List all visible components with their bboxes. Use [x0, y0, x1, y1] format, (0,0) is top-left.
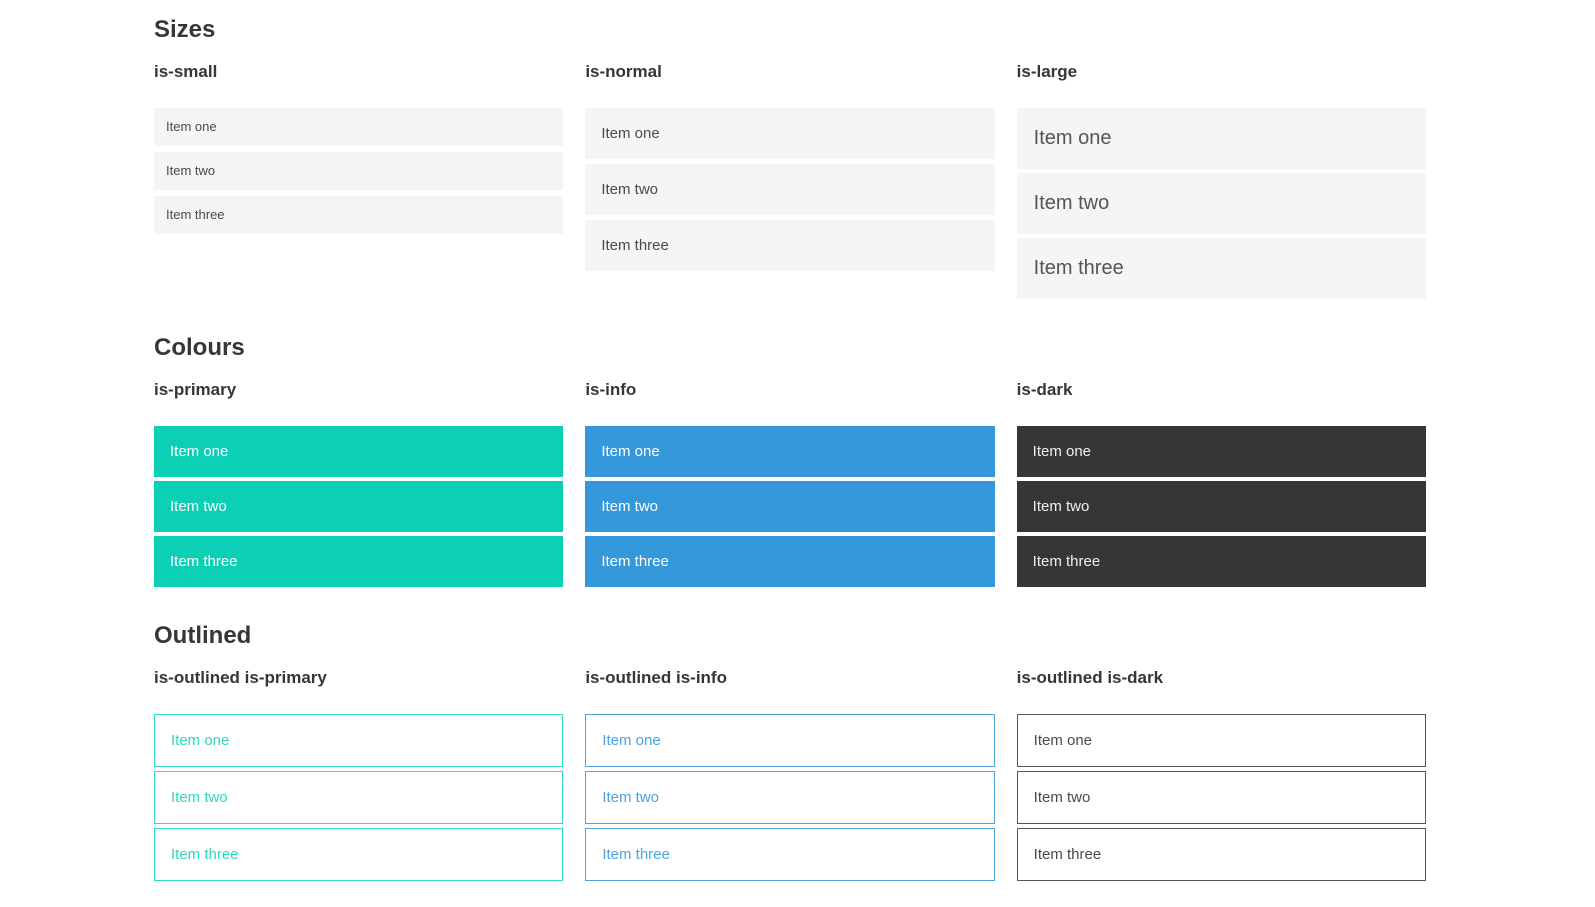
list-item[interactable]: Item one [154, 426, 564, 477]
list-item[interactable]: Item two [154, 481, 564, 532]
list-item[interactable]: Item two [154, 771, 564, 824]
list-is-normal: Item one Item two Item three [585, 108, 995, 271]
group-heading-is-outlined-is-dark: is-outlined is-dark [1016, 668, 1164, 687]
list-item[interactable]: Item one [1016, 426, 1426, 477]
section-sizes: Sizes is-small Item one Item two Item th… [154, 17, 1426, 303]
list-item[interactable]: Item three [154, 536, 564, 587]
group-heading-is-primary: is-primary [154, 380, 237, 399]
section-outlined: Outlined is-outlined is-primary Item one… [154, 623, 1426, 885]
list-item[interactable]: Item one [585, 108, 995, 159]
list-item[interactable]: Item three [585, 220, 995, 271]
list-is-large: Item one Item two Item three [1016, 108, 1426, 299]
list-item[interactable]: Item two [585, 164, 995, 215]
group-is-normal: is-normal Item one Item two Item three [585, 62, 995, 271]
list-item[interactable]: Item two [1016, 771, 1426, 824]
list-is-info: Item one Item two Item three [585, 426, 995, 587]
list-is-dark: Item one Item two Item three [1016, 426, 1426, 587]
group-heading-is-dark: is-dark [1016, 380, 1073, 399]
group-is-primary: is-primary Item one Item two Item three [154, 380, 564, 591]
section-colours: Colours is-primary Item one Item two Ite… [154, 335, 1426, 591]
list-item[interactable]: Item one [1016, 108, 1426, 169]
group-heading-is-normal: is-normal [585, 62, 662, 81]
list-item[interactable]: Item one [585, 714, 995, 767]
colours-title: Colours [154, 334, 245, 361]
group-is-outlined-is-info: is-outlined is-info Item one Item two It… [585, 668, 995, 885]
list-item[interactable]: Item two [585, 771, 995, 824]
group-is-dark: is-dark Item one Item two Item three [1016, 380, 1426, 591]
list-is-outlined-is-primary: Item one Item two Item three [154, 714, 564, 881]
list-item[interactable]: Item three [1016, 536, 1426, 587]
list-is-outlined-is-info: Item one Item two Item three [585, 714, 995, 881]
list-item[interactable]: Item three [154, 196, 564, 234]
list-item[interactable]: Item three [1016, 238, 1426, 299]
list-item[interactable]: Item three [154, 828, 564, 881]
sizes-columns: is-small Item one Item two Item three is… [154, 63, 1426, 303]
list-item[interactable]: Item one [154, 108, 564, 146]
group-heading-is-outlined-is-primary: is-outlined is-primary [154, 668, 327, 687]
list-is-outlined-is-dark: Item one Item two Item three [1016, 714, 1426, 881]
group-heading-is-outlined-is-info: is-outlined is-info [585, 668, 727, 687]
list-item[interactable]: Item one [154, 714, 564, 767]
list-item[interactable]: Item three [1016, 828, 1426, 881]
group-is-large: is-large Item one Item two Item three [1016, 62, 1426, 303]
outlined-title: Outlined [154, 622, 252, 649]
list-item[interactable]: Item two [154, 152, 564, 190]
group-heading-is-large: is-large [1016, 62, 1078, 81]
outlined-columns: is-outlined is-primary Item one Item two… [154, 669, 1426, 885]
sizes-title: Sizes [154, 16, 216, 43]
list-item[interactable]: Item two [1016, 173, 1426, 234]
list-item[interactable]: Item two [585, 481, 995, 532]
group-is-small: is-small Item one Item two Item three [154, 62, 564, 240]
list-is-small: Item one Item two Item three [154, 108, 564, 234]
list-item[interactable]: Item one [1016, 714, 1426, 767]
colours-columns: is-primary Item one Item two Item three … [154, 381, 1426, 591]
list-item[interactable]: Item one [585, 426, 995, 477]
group-is-outlined-is-primary: is-outlined is-primary Item one Item two… [154, 668, 564, 885]
list-item[interactable]: Item three [585, 828, 995, 881]
group-heading-is-info: is-info [585, 380, 637, 399]
group-is-info: is-info Item one Item two Item three [585, 380, 995, 591]
list-item[interactable]: Item two [1016, 481, 1426, 532]
group-heading-is-small: is-small [154, 62, 218, 81]
list-is-primary: Item one Item two Item three [154, 426, 564, 587]
list-item[interactable]: Item three [585, 536, 995, 587]
group-is-outlined-is-dark: is-outlined is-dark Item one Item two It… [1016, 668, 1426, 885]
